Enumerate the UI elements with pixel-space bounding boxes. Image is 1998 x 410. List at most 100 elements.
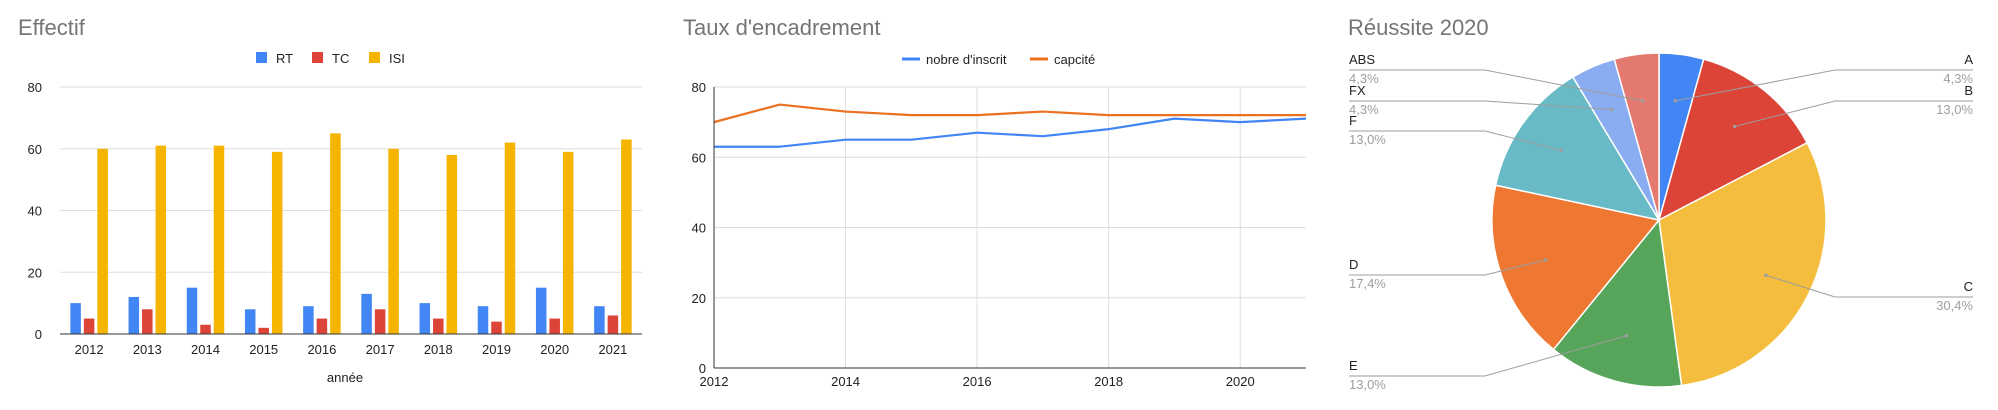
bar-rt-2013 xyxy=(128,296,140,334)
pie-label-b: B xyxy=(1964,83,1973,98)
bar-tc-2013 xyxy=(142,309,153,334)
chart-legend: nobre d'inscrit capcité xyxy=(902,52,1095,67)
pie-leader-dot xyxy=(1559,148,1563,153)
bar-isi-2018 xyxy=(446,154,458,334)
pie-label-fx: FX xyxy=(1349,83,1366,98)
pie-leader-line xyxy=(1734,100,1973,128)
pie-percent-a: 4,3% xyxy=(1943,71,1973,86)
bar-tc-2014 xyxy=(200,324,211,334)
bar-isi-2021 xyxy=(621,139,632,334)
legend-swatch xyxy=(369,52,380,63)
y-tick-label: 80 xyxy=(692,80,706,95)
bar-isi-2015 xyxy=(271,151,283,334)
x-tick-label: 2016 xyxy=(963,374,992,389)
bar-isi-2020 xyxy=(562,151,574,334)
bar-tc-2015 xyxy=(258,327,269,334)
bar-rt-2012 xyxy=(70,303,81,334)
bar-rt-2016 xyxy=(303,306,314,334)
y-tick-label: 80 xyxy=(28,80,42,95)
y-tick-label: 40 xyxy=(28,204,42,219)
bar-tc-2021 xyxy=(607,315,619,334)
x-tick-label: 2014 xyxy=(191,342,220,357)
pie-percent-c: 30,4% xyxy=(1936,298,1973,313)
pie-leader-dot xyxy=(1732,124,1737,129)
chart-title: Taux d'encadrement xyxy=(683,15,880,40)
pie-label-e: E xyxy=(1349,358,1358,373)
y-tick-label: 0 xyxy=(699,361,706,376)
pie-label-f: F xyxy=(1349,113,1357,128)
chart-effectif: Effectif RT TC ISI 0 20 40 60 80 2012 2013 2014 20… xyxy=(18,15,642,385)
chart-axes: 0 20 40 60 80 2012 2013 2014 2015 2016 2017 2018 201… xyxy=(28,80,642,357)
y-tick-label: 60 xyxy=(692,150,706,165)
x-tick-label: 2020 xyxy=(540,342,569,357)
x-tick-label: 2012 xyxy=(75,342,104,357)
pie-leader-dot xyxy=(1624,333,1629,338)
chart-gridlines xyxy=(60,86,642,273)
pie-slice-d xyxy=(1491,184,1661,351)
pie-percent-fx: 4,3% xyxy=(1349,102,1379,117)
y-tick-label: 0 xyxy=(35,327,42,342)
pie-label-abs: ABS xyxy=(1349,52,1375,67)
bar-isi-2016 xyxy=(330,133,341,334)
x-tick-label: 2014 xyxy=(831,374,860,389)
x-tick-label: 2016 xyxy=(307,342,336,357)
bar-isi-2012 xyxy=(97,148,108,334)
pie-leader-dot xyxy=(1763,273,1768,278)
bar-rt-2014 xyxy=(186,287,198,334)
pie-leader-dot xyxy=(1673,99,1678,103)
chart-lines xyxy=(713,103,1307,148)
legend-label: ISI xyxy=(389,51,405,66)
pie-slice-abs xyxy=(1613,52,1660,221)
y-tick-label: 20 xyxy=(28,265,42,280)
bar-rt-2019 xyxy=(477,306,489,334)
bar-isi-2014 xyxy=(213,145,225,334)
x-tick-label: 2019 xyxy=(482,342,511,357)
pie-slice-f xyxy=(1494,75,1661,222)
chart-title: Réussite 2020 xyxy=(1348,15,1489,40)
line-series-0 xyxy=(714,117,1307,148)
x-tick-label: 2020 xyxy=(1226,374,1255,389)
y-tick-label: 20 xyxy=(692,291,706,306)
pie-leader-line xyxy=(1349,69,1643,102)
bar-rt-2017 xyxy=(361,293,372,334)
pie-slices xyxy=(1491,52,1827,388)
x-tick-label: 2018 xyxy=(424,342,453,357)
bar-tc-2018 xyxy=(433,318,444,334)
pie-label-c: C xyxy=(1964,279,1973,294)
bar-tc-2020 xyxy=(549,318,560,334)
bar-isi-2019 xyxy=(504,142,516,334)
chart-reussite-2020: Réussite 2020 A4,3%B13,0%C30,4%E13,0%D17… xyxy=(1348,15,1973,392)
pie-leader-line xyxy=(1349,130,1562,151)
y-tick-label: 40 xyxy=(692,221,706,236)
x-tick-label: 2012 xyxy=(700,374,729,389)
chart-bars xyxy=(70,133,632,334)
x-tick-label: 2013 xyxy=(133,342,162,357)
pie-leader-line xyxy=(1765,274,1973,298)
pie-leader-line xyxy=(1349,259,1546,276)
legend-label: capcité xyxy=(1054,52,1095,67)
pie-percent-e: 13,0% xyxy=(1349,377,1386,392)
bar-isi-2013 xyxy=(155,145,167,334)
legend-swatch xyxy=(256,52,267,63)
y-tick-label: 60 xyxy=(28,142,42,157)
pie-label-d: D xyxy=(1349,257,1358,272)
x-tick-label: 2015 xyxy=(249,342,278,357)
legend-swatch xyxy=(312,52,323,63)
bar-rt-2021 xyxy=(594,306,605,334)
chart-title: Effectif xyxy=(18,15,86,40)
pie-leader-line xyxy=(1349,100,1612,111)
legend-label: nobre d'inscrit xyxy=(926,52,1007,67)
pie-label-a: A xyxy=(1964,52,1973,67)
pie-leader-dot xyxy=(1543,258,1548,262)
bar-isi-2017 xyxy=(388,148,399,334)
pie-leader-dot xyxy=(1640,99,1645,103)
chart-legend: RT TC ISI xyxy=(256,51,405,66)
pie-leader-line xyxy=(1675,69,1973,102)
legend-label: TC xyxy=(332,51,349,66)
bar-tc-2019 xyxy=(491,321,502,334)
x-axis-label: année xyxy=(327,370,363,385)
pie-leader-dot xyxy=(1609,107,1614,112)
pie-percent-abs: 4,3% xyxy=(1349,71,1379,86)
x-tick-label: 2017 xyxy=(366,342,395,357)
bar-tc-2012 xyxy=(83,318,95,334)
